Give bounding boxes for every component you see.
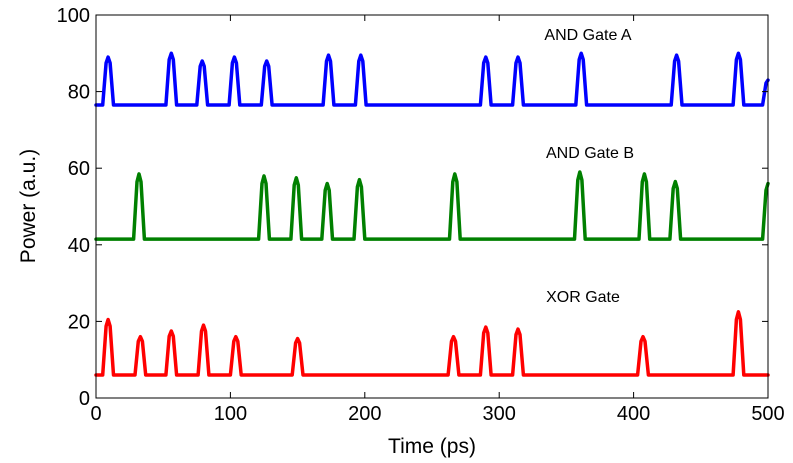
y-tick-label: 60 <box>68 158 90 180</box>
x-tick-label: 400 <box>617 403 650 425</box>
y-tick-label: 40 <box>68 235 90 257</box>
x-tick-label: 100 <box>214 403 247 425</box>
y-tick-label: 0 <box>79 388 90 410</box>
series-label: XOR Gate <box>546 289 620 306</box>
y-tick-label: 20 <box>68 311 90 333</box>
series-label: AND Gate B <box>546 145 634 162</box>
y-axis-label: Power (a.u.) <box>17 149 40 263</box>
x-tick-label: 200 <box>348 403 381 425</box>
x-tick-label: 500 <box>751 403 784 425</box>
y-tick-label: 80 <box>68 82 90 104</box>
y-tick-label: 100 <box>57 5 90 27</box>
x-tick-label: 0 <box>90 403 101 425</box>
x-axis-label: Time (ps) <box>388 435 476 458</box>
plot-background <box>96 15 768 398</box>
x-tick-label: 300 <box>483 403 516 425</box>
series-label: AND Gate A <box>544 27 631 44</box>
